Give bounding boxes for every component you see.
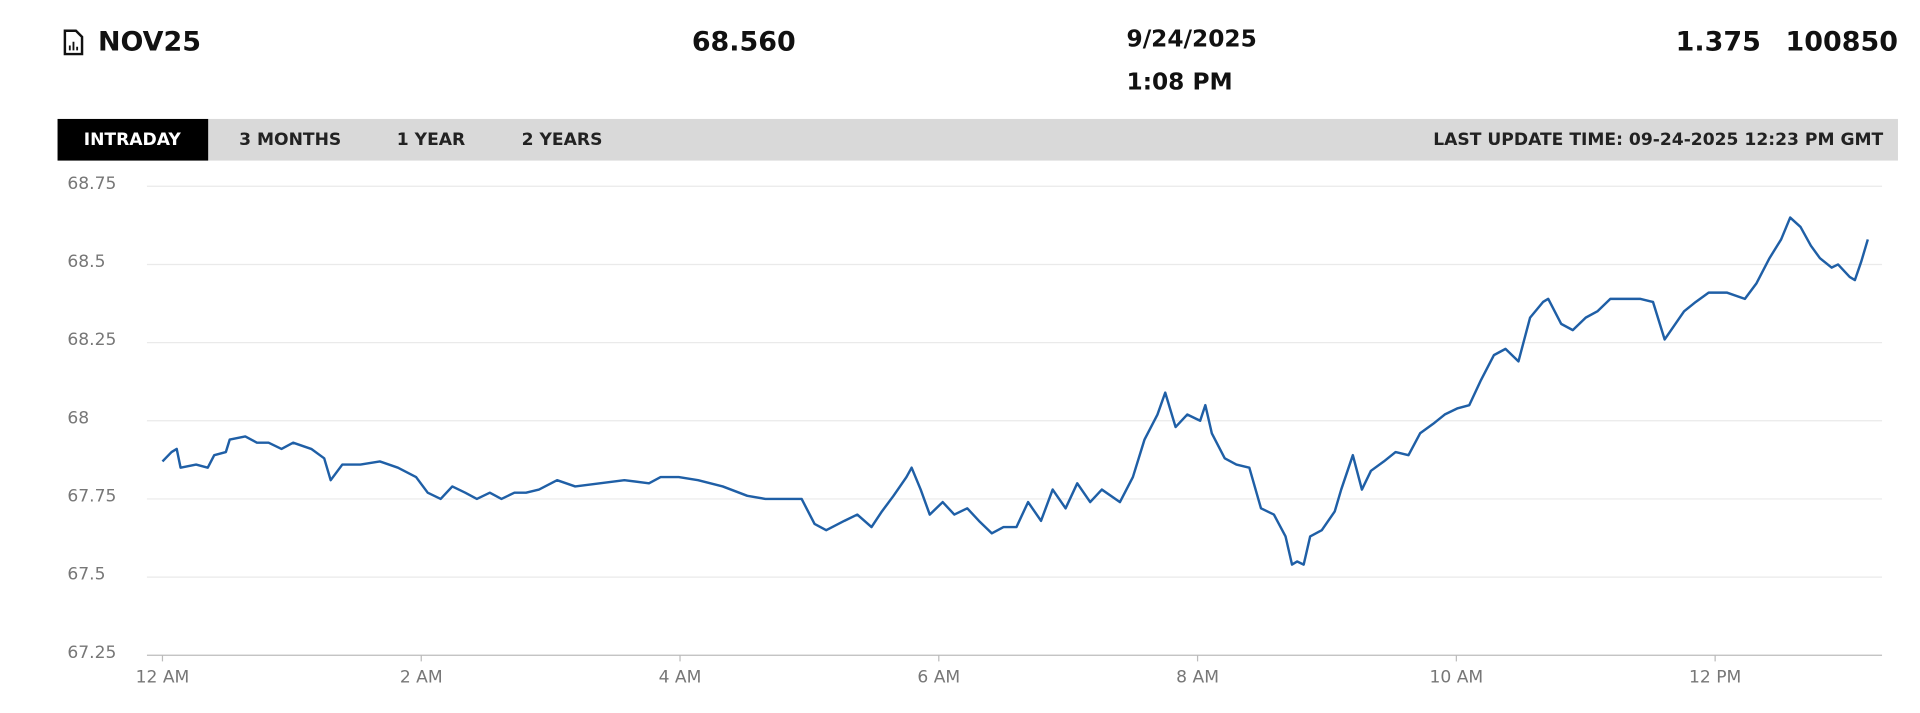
tab[interactable]: INTRADAY: [84, 130, 182, 150]
x-tick-label: 10 AM: [1429, 667, 1483, 687]
y-tick-label: 68.5: [67, 252, 105, 272]
y-tick-label: 68.25: [67, 330, 116, 350]
change: 1.375: [1676, 26, 1761, 57]
volume: 100850: [1786, 26, 1898, 57]
symbol: NOV25: [98, 26, 201, 57]
last-update: LAST UPDATE TIME: 09-24-2025 12:23 PM GM…: [1433, 130, 1883, 150]
y-tick-label: 67.25: [67, 643, 116, 663]
price: 68.560: [692, 26, 796, 57]
tab[interactable]: 3 MONTHS: [239, 130, 341, 150]
y-tick-label: 68: [67, 408, 89, 428]
plot: 67.25 67.5 67.75 68 68.25 68.5 68.75 12 AM 2 AM 4…: [67, 174, 1883, 687]
time: 1:08 PM: [1127, 69, 1233, 96]
y-tick-label: 68.75: [67, 174, 116, 194]
x-tick-label: 8 AM: [1176, 667, 1219, 687]
x-tick-label: 2 AM: [400, 667, 443, 687]
y-tick-label: 67.5: [67, 565, 105, 585]
x-tick-label: 12 PM: [1689, 667, 1741, 687]
price-line: [161, 216, 1869, 566]
tab[interactable]: 1 YEAR: [397, 130, 465, 150]
tab-bar: [57, 118, 1898, 161]
active-tab-bg: [57, 118, 209, 161]
x-tick-label: 6 AM: [917, 667, 960, 687]
x-tick-label: 4 AM: [659, 667, 702, 687]
doc-icon: [63, 29, 84, 56]
date: 9/24/2025: [1127, 26, 1257, 53]
x-tick-label: 12 AM: [136, 667, 190, 687]
tab[interactable]: 2 YEARS: [522, 130, 603, 150]
y-tick-label: 67.75: [67, 487, 116, 507]
